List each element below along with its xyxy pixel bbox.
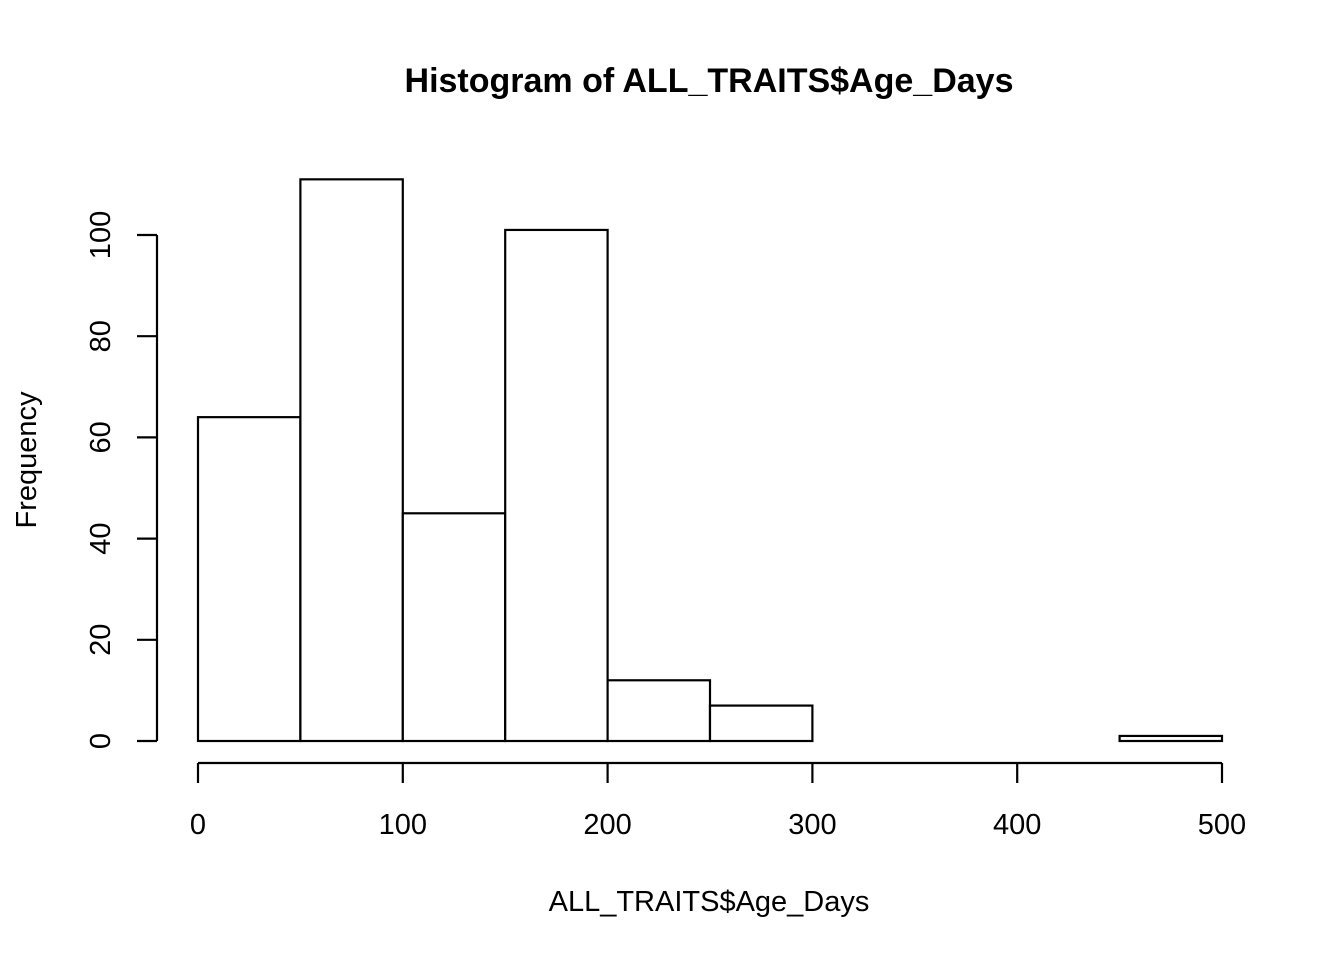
x-tick-label: 400 — [993, 809, 1041, 841]
x-tick-label: 200 — [583, 809, 631, 841]
y-axis-label: Frequency — [11, 391, 43, 529]
histogram-bar — [708, 704, 814, 743]
x-tick-label: 300 — [788, 809, 836, 841]
bars-group — [196, 178, 1224, 743]
x-tick-label: 100 — [379, 809, 427, 841]
x-tick-label: 0 — [190, 809, 206, 841]
y-axis: 0 20 40 60 80 100 — [85, 211, 159, 749]
x-axis: 0 100 200 300 400 500 — [190, 761, 1246, 841]
x-axis-label: ALL_TRAITS$Age_Days — [549, 886, 870, 918]
histogram-bar — [504, 228, 609, 743]
y-tick-label: 20 — [85, 624, 117, 656]
x-tick-label: 500 — [1198, 809, 1246, 841]
histogram-bar — [196, 416, 302, 743]
histogram-bar — [401, 512, 507, 743]
y-tick-label: 40 — [85, 522, 117, 554]
histogram-bar — [299, 178, 404, 743]
histogram-bar — [1118, 734, 1224, 743]
chart-title: Histogram of ALL_TRAITS$Age_Days — [405, 62, 1014, 100]
y-tick-label: 60 — [85, 421, 117, 453]
y-tick-label: 80 — [85, 320, 117, 352]
histogram-bar — [606, 679, 712, 743]
y-tick-label: 100 — [85, 211, 117, 259]
y-tick-label: 0 — [85, 733, 117, 749]
